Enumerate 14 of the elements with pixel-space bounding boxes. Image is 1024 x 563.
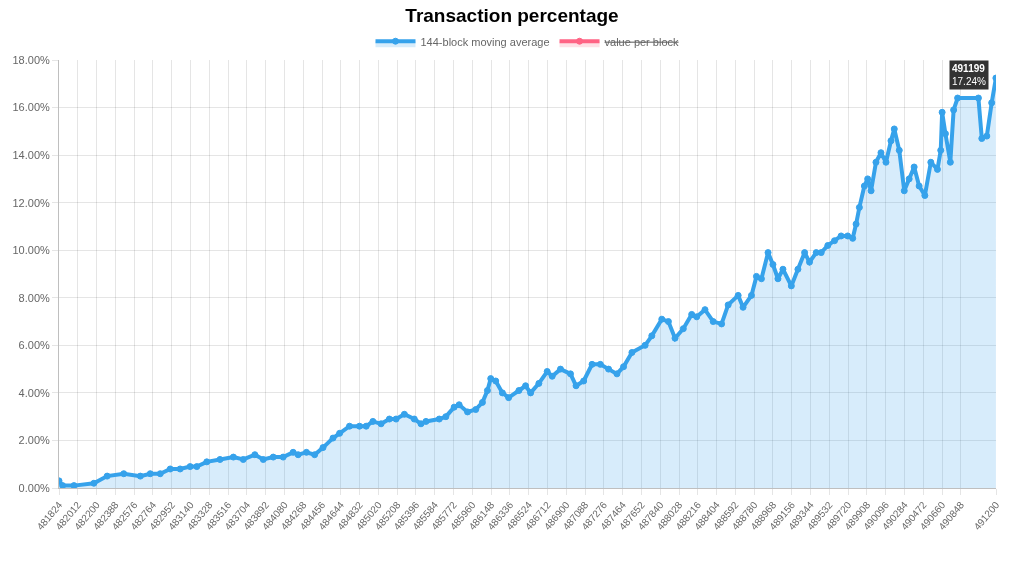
- y-tick-label: 10.00%: [12, 244, 51, 257]
- y-tick-label: 2.00%: [18, 434, 51, 447]
- y-tick-label: 8.00%: [18, 291, 51, 304]
- y-tick-label: 0.00%: [18, 481, 51, 494]
- annotation: 491199 17.24%: [952, 63, 987, 87]
- y-tick-label: 6.00%: [18, 339, 51, 352]
- y-tick-label: 4.00%: [18, 386, 51, 399]
- y-tick-label: 18.00%: [12, 53, 51, 66]
- y-tick-label: 12.00%: [12, 196, 51, 209]
- legend-label: 144-block moving average: [420, 35, 550, 48]
- y-tick-label: 16.00%: [12, 101, 51, 114]
- chart-title: Transaction percentage: [405, 4, 619, 26]
- y-tick-label: 14.00%: [12, 148, 51, 161]
- legend-label: value per block: [604, 35, 680, 48]
